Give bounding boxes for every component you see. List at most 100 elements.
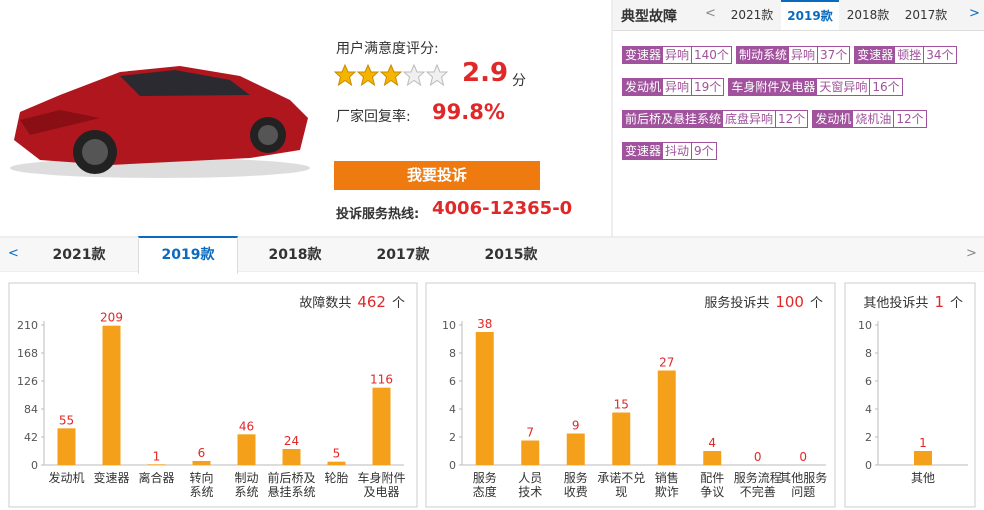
hotline-number: 4006-12365-0 xyxy=(432,198,573,219)
x-tick-label: 前后桥及 悬挂系统 xyxy=(267,471,316,499)
year-tab[interactable]: 2017款 xyxy=(376,247,430,263)
x-tick-label: 其他 xyxy=(910,471,936,485)
fault-tag[interactable]: 车身附件及电器 天窗异响 16个 xyxy=(728,78,903,96)
value-label: 55 xyxy=(59,413,74,427)
y-tick-label: 10 xyxy=(442,319,456,332)
value-label: 7 xyxy=(526,426,534,440)
tag-count: 12个 xyxy=(778,112,806,126)
chart-total: 100 xyxy=(775,293,804,311)
y-tick-label: 210 xyxy=(17,319,38,332)
fault-tag[interactable]: 前后桥及悬挂系统 底盘异响 12个 xyxy=(622,110,809,128)
fault-tag[interactable]: 发动机 异响 19个 xyxy=(622,78,725,96)
prev-arrow[interactable]: < xyxy=(705,6,716,21)
hotline-label: 投诉服务热线: xyxy=(336,207,420,222)
tag-issue: 异响 xyxy=(663,47,693,63)
complain-button[interactable]: 我要投诉 xyxy=(334,161,540,190)
x-tick-label: 轮胎 xyxy=(324,471,349,485)
chart-title: 故障数共 xyxy=(299,296,352,311)
x-tick-label: 承诺不兑 现 xyxy=(597,471,646,499)
star xyxy=(403,64,426,86)
value-label: 46 xyxy=(239,419,254,433)
bar xyxy=(657,370,676,465)
tag-count: 16个 xyxy=(872,80,900,94)
star xyxy=(426,64,449,86)
button-text: 我要投诉 xyxy=(406,166,467,184)
rating-unit: 分 xyxy=(512,73,526,89)
value-label: 0 xyxy=(799,450,807,464)
tag-issue: 烧机油 xyxy=(853,111,895,127)
tab-bar: < > 2021款 2019款 2018款 2017款 2015款 xyxy=(0,236,984,274)
value-label: 9 xyxy=(572,419,580,433)
chart-header: 服务投诉共 100 个 xyxy=(704,292,823,311)
tag-part: 发动机 xyxy=(623,79,664,95)
fault-tag[interactable]: 变速器 顿挫 34个 xyxy=(854,46,957,64)
y-tick-label: 0 xyxy=(865,459,872,472)
tag-count: 19个 xyxy=(694,80,722,94)
fault-tab[interactable]: 2018款 xyxy=(846,8,890,22)
bar xyxy=(102,325,121,465)
value-label: 1 xyxy=(919,436,927,450)
tag-issue: 抖动 xyxy=(663,143,693,159)
star xyxy=(357,64,380,86)
bar xyxy=(475,332,494,465)
chart-box xyxy=(425,282,836,508)
tag-part: 变速器 xyxy=(623,47,664,63)
tag-count: 34个 xyxy=(926,48,954,62)
tag-issue: 异响 xyxy=(663,79,693,95)
prev-arrow[interactable]: < xyxy=(8,246,19,261)
tag-issue: 底盘异响 xyxy=(723,111,777,127)
year-tab[interactable]: 2021款 xyxy=(52,247,106,263)
y-tick-label: 168 xyxy=(17,347,38,360)
rating-label: 用户满意度评分: xyxy=(336,41,439,57)
year-tab[interactable]: 2019款 xyxy=(138,236,238,274)
next-arrow[interactable]: > xyxy=(966,246,977,261)
fault-tab[interactable]: 2019款 xyxy=(781,0,839,30)
value-label: 15 xyxy=(614,398,629,412)
year-tab[interactable]: 2018款 xyxy=(268,247,322,263)
star xyxy=(380,64,403,86)
x-tick-label: 配件 争议 xyxy=(700,471,725,499)
fault-tag[interactable]: 变速器 异响 140个 xyxy=(622,46,732,64)
x-tick-label: 人员 技术 xyxy=(518,471,543,499)
x-tick-label: 服务 收费 xyxy=(563,471,588,499)
value-label: 38 xyxy=(477,317,492,331)
tag-count: 140个 xyxy=(694,48,729,62)
fault-tags: 变速器 异响 140个 制动系统 异响 37个 变速器 顿挫 34个 发动机 异响 19个 车身附件及电… xyxy=(622,44,977,172)
chart-unit: 个 xyxy=(949,296,963,311)
value-label: 209 xyxy=(100,311,123,325)
bar xyxy=(703,451,722,465)
chart-unit: 个 xyxy=(391,296,405,311)
tag-count: 9个 xyxy=(694,144,714,158)
y-tick-label: 6 xyxy=(865,375,872,388)
tag-count: 37个 xyxy=(819,48,848,62)
fault-tab[interactable]: 2021款 xyxy=(730,8,774,22)
reply-label: 厂家回复率: xyxy=(336,109,411,125)
chart-title: 服务投诉共 xyxy=(704,296,770,311)
y-tick-label: 6 xyxy=(449,375,456,388)
fault-tag[interactable]: 变速器 抖动 9个 xyxy=(622,142,717,160)
x-tick-label: 制动 系统 xyxy=(234,471,259,499)
fault-header: 典型故障 < > 2021款 2019款 2018款 2017款 xyxy=(613,0,984,31)
x-tick-label: 发动机 xyxy=(48,471,85,485)
bar xyxy=(372,387,391,465)
y-tick-label: 4 xyxy=(865,403,872,416)
chart-header: 故障数共 462 个 xyxy=(299,292,405,311)
chart-total: 462 xyxy=(357,293,386,311)
value-label: 6 xyxy=(198,446,206,460)
rating-score: 2.9 xyxy=(462,58,509,88)
y-tick-label: 8 xyxy=(449,347,456,360)
bar xyxy=(57,428,76,465)
tag-issue: 异响 xyxy=(789,47,818,63)
value-label: 27 xyxy=(659,356,674,370)
tag-issue: 天窗异响 xyxy=(817,79,871,95)
y-tick-label: 2 xyxy=(865,431,872,444)
next-arrow[interactable]: > xyxy=(969,6,980,21)
fault-tag[interactable]: 发动机 烧机油 12个 xyxy=(812,110,927,128)
fault-tab[interactable]: 2017款 xyxy=(904,8,948,22)
value-label: 0 xyxy=(754,450,762,464)
fault-tag[interactable]: 制动系统 异响 37个 xyxy=(735,46,851,64)
bar xyxy=(327,461,346,465)
year-tab[interactable]: 2015款 xyxy=(484,247,538,263)
